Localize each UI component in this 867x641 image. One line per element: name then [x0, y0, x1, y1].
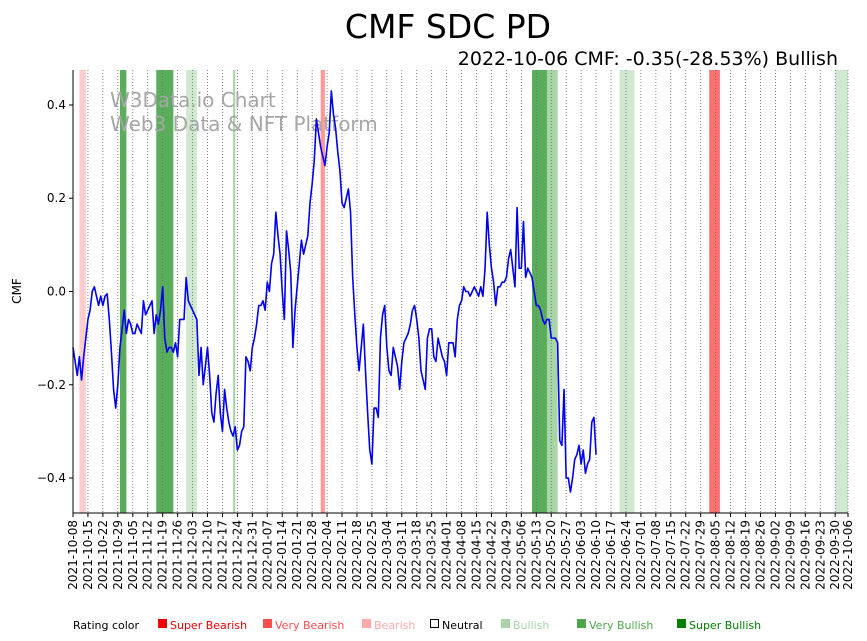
- legend-label-3: Neutral: [442, 619, 483, 632]
- x-tick-label-36: 2022-06-17: [604, 520, 618, 590]
- rating-band-8: [619, 70, 635, 513]
- x-tick-label-20: 2022-02-25: [365, 520, 379, 590]
- chart-subtitle: 2022-10-06 CMF: -0.35(-28.53%) Bullish: [458, 48, 838, 70]
- y-axis-label: CMF: [10, 278, 24, 304]
- x-tick-label-25: 2022-04-01: [440, 520, 454, 590]
- x-tick-label-12: 2021-12-31: [245, 520, 259, 590]
- legend-swatch-0: [158, 619, 167, 628]
- rating-band-0: [79, 70, 86, 513]
- x-tick-label-3: 2021-10-29: [111, 520, 125, 590]
- x-tick-label-14: 2022-01-14: [275, 520, 289, 590]
- y-axis-ticks: −0.4 −0.2 0.0 0.2 0.4: [37, 98, 73, 485]
- x-tick-label-21: 2022-03-04: [380, 520, 394, 590]
- legend: Rating color Super Bearish Very Bearish Bea…: [73, 619, 761, 632]
- x-tick-label-23: 2022-03-18: [410, 520, 424, 590]
- legend-label-2: Bearish: [374, 619, 415, 632]
- legend-label-6: Super Bullish: [689, 619, 761, 632]
- x-tick-label-26: 2022-04-08: [455, 520, 469, 590]
- legend-label-5: Very Bullish: [589, 619, 653, 632]
- x-tick-label-2: 2021-10-22: [96, 520, 110, 590]
- x-tick-label-6: 2021-11-19: [156, 520, 170, 590]
- x-tick-label-19: 2022-02-18: [350, 520, 364, 590]
- x-tick-label-39: 2022-07-08: [649, 520, 663, 590]
- x-tick-label-52: 2022-10-06: [841, 520, 855, 590]
- rating-band-2: [156, 70, 174, 513]
- legend-swatch-2: [362, 619, 371, 628]
- x-tick-label-16: 2022-01-28: [305, 520, 319, 590]
- vertical-grid: [72, 70, 849, 513]
- y-tick-label-1: −0.2: [37, 378, 66, 392]
- x-tick-label-43: 2022-08-05: [709, 520, 723, 590]
- x-tick-label-4: 2021-11-05: [126, 520, 140, 590]
- chart-title: CMF SDC PD: [345, 7, 551, 46]
- x-tick-label-9: 2021-12-10: [201, 520, 215, 590]
- x-tick-label-34: 2022-06-03: [574, 520, 588, 590]
- x-tick-label-22: 2022-03-11: [395, 520, 409, 590]
- x-tick-label-30: 2022-05-06: [514, 520, 528, 590]
- x-tick-label-33: 2022-05-27: [559, 520, 573, 590]
- x-tick-label-18: 2022-02-11: [335, 520, 349, 590]
- x-tick-label-11: 2021-12-24: [230, 520, 244, 590]
- x-tick-label-40: 2022-07-15: [664, 520, 678, 590]
- x-tick-label-27: 2022-04-15: [470, 520, 484, 590]
- rating-band-4: [233, 70, 236, 513]
- series-line-0: [72, 90, 597, 493]
- y-tick-label-4: 0.4: [47, 98, 66, 112]
- y-tick-label-0: −0.4: [37, 471, 66, 485]
- x-tick-label-37: 2022-06-24: [619, 520, 633, 590]
- x-tick-label-15: 2022-01-21: [290, 520, 304, 590]
- legend-label-1: Very Bearish: [275, 619, 344, 632]
- rating-band-5: [320, 70, 325, 513]
- x-tick-label-41: 2022-07-22: [679, 520, 693, 590]
- x-tick-label-35: 2022-06-10: [589, 520, 603, 590]
- x-tick-label-51: 2022-09-30: [828, 520, 842, 590]
- x-tick-label-7: 2021-11-26: [171, 520, 185, 590]
- x-tick-label-32: 2022-05-20: [544, 520, 558, 590]
- x-tick-label-28: 2022-04-22: [484, 520, 498, 590]
- rating-bands: [79, 70, 848, 513]
- x-tick-label-38: 2022-07-01: [634, 520, 648, 590]
- x-tick-label-29: 2022-04-29: [499, 520, 513, 590]
- x-tick-label-31: 2022-05-13: [529, 520, 543, 590]
- y-tick-label-3: 0.2: [47, 191, 66, 205]
- rating-band-3: [186, 70, 197, 513]
- legend-swatch-6: [677, 619, 686, 628]
- rating-band-7: [546, 70, 558, 513]
- x-tick-label-49: 2022-09-16: [798, 520, 812, 590]
- rating-band-6: [532, 70, 547, 513]
- watermark-line-1: W3Data.io Chart: [110, 88, 276, 112]
- x-tick-label-44: 2022-08-12: [724, 520, 738, 590]
- x-tick-label-45: 2022-08-19: [739, 520, 753, 590]
- rating-band-1: [119, 70, 127, 513]
- x-tick-label-13: 2022-01-07: [260, 520, 274, 590]
- legend-swatch-4: [501, 619, 510, 628]
- x-tick-label-10: 2021-12-17: [215, 520, 229, 590]
- rating-band-9: [709, 70, 720, 513]
- x-tick-label-8: 2021-12-03: [186, 520, 200, 590]
- watermark-line-2: Web3 Data & NFT Platform: [110, 112, 378, 136]
- series-layer: [72, 90, 597, 493]
- x-tick-label-17: 2022-02-04: [320, 520, 334, 590]
- x-tick-label-0: 2021-10-08: [66, 520, 80, 590]
- legend-title: Rating color: [73, 619, 140, 632]
- x-tick-label-50: 2022-09-23: [813, 520, 827, 590]
- x-tick-label-5: 2021-11-12: [141, 520, 155, 590]
- x-axis-ticks: 2021-10-08 2021-10-15 2021-10-22 2021-10-29…: [66, 513, 855, 590]
- x-tick-label-24: 2022-03-25: [425, 520, 439, 590]
- legend-label-0: Super Bearish: [170, 619, 247, 632]
- x-tick-label-46: 2022-08-26: [753, 520, 767, 590]
- legend-swatch-1: [263, 619, 272, 628]
- x-tick-label-47: 2022-09-02: [768, 520, 782, 590]
- legend-swatch-3: [430, 619, 439, 628]
- x-tick-label-42: 2022-07-29: [694, 520, 708, 590]
- rating-band-10: [835, 70, 848, 513]
- x-tick-label-48: 2022-09-09: [783, 520, 797, 590]
- x-tick-label-1: 2021-10-15: [81, 520, 95, 590]
- y-tick-label-2: 0.0: [47, 285, 66, 299]
- legend-label-4: Bullish: [513, 619, 549, 632]
- legend-swatch-5: [577, 619, 586, 628]
